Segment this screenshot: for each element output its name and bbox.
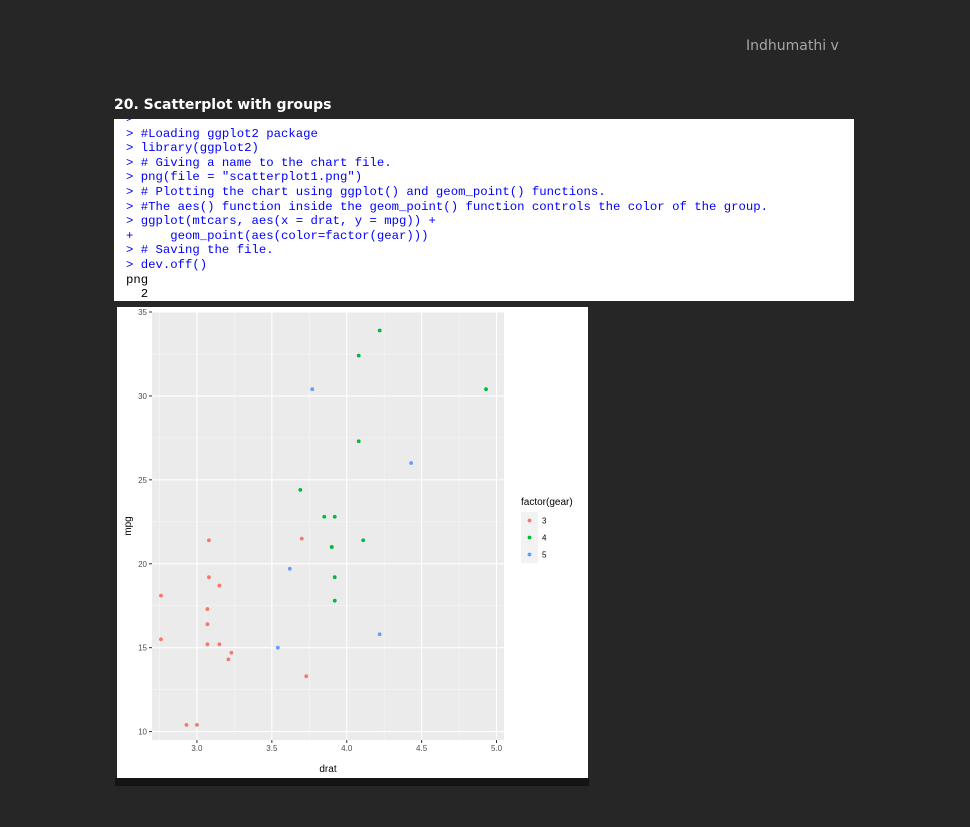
console-input-line: > #The aes() function inside the geom_po…: [126, 199, 769, 214]
console-input-line: > dev.off(): [126, 257, 208, 272]
data-point-gear-3: [229, 650, 234, 655]
data-point-gear-4: [356, 353, 361, 358]
chart-shadow: [115, 778, 589, 786]
x-tick-label: 4.5: [416, 744, 428, 753]
legend-swatch: [527, 518, 532, 523]
data-point-gear-3: [299, 536, 304, 541]
data-point-gear-4: [332, 514, 337, 519]
data-point-gear-4: [298, 488, 303, 492]
data-point-gear-3: [159, 637, 163, 642]
data-point-gear-3: [195, 722, 199, 727]
y-tick-label: 35: [138, 308, 147, 317]
data-point-gear-5: [377, 632, 382, 637]
data-point-gear-5: [287, 566, 292, 571]
legend-label: 3: [542, 517, 547, 526]
console-text: > > #Loading ggplot2 package > library(ggp…: [114, 119, 854, 301]
legend-label: 4: [542, 534, 547, 543]
console-input-line: + geom_point(aes(color=factor(gear))): [126, 228, 429, 243]
grid-lines: [152, 311, 504, 740]
legend-title: factor(gear): [521, 497, 573, 508]
legend-swatch: [527, 535, 532, 540]
legend-swatch: [527, 552, 532, 557]
axis-ticks: 3.0 3.5 4.0 4.5 5.0 10 15 20 25 30 35: [138, 308, 503, 753]
r-console-output: > > #Loading ggplot2 package > library(ggp…: [114, 119, 854, 301]
data-point-gear-3: [159, 593, 163, 598]
data-point-gear-3: [205, 622, 210, 627]
legend-label: 5: [542, 551, 547, 560]
data-point-gear-3: [304, 674, 309, 679]
y-tick-label: 25: [138, 476, 147, 485]
console-output-line: 2: [126, 287, 149, 301]
data-point-gear-4: [356, 439, 361, 444]
data-point-gear-4: [361, 538, 366, 543]
legend: factor(gear) 3 4 5: [521, 497, 573, 563]
console-input-line: > library(ggplot2): [126, 141, 259, 156]
console-input-line: > # Saving the file.: [126, 243, 274, 258]
data-point-gear-3: [207, 575, 211, 580]
data-point-gear-4: [484, 387, 488, 392]
data-point-gear-3: [207, 538, 211, 543]
console-input-line: > ggplot(mtcars, aes(x = drat, y = mpg))…: [126, 214, 436, 229]
console-input-line: > #Loading ggplot2 package: [126, 126, 318, 141]
data-point-gear-4: [332, 575, 337, 580]
data-point-gear-5: [275, 645, 280, 650]
data-points: [159, 328, 488, 727]
author-name: Indhumathi v: [746, 38, 839, 54]
scatter-chart: 3.0 3.5 4.0 4.5 5.0 10 15 20 25 30 35 drat mpg fac…: [117, 307, 588, 778]
y-tick-label: 30: [138, 392, 147, 401]
x-tick-label: 4.0: [341, 744, 353, 753]
data-point-gear-5: [310, 387, 315, 392]
console-input-line: > # Plotting the chart using ggplot() an…: [126, 184, 606, 199]
data-point-gear-4: [329, 545, 334, 549]
data-point-gear-3: [217, 642, 222, 647]
data-point-gear-4: [322, 514, 327, 519]
x-axis-label: drat: [319, 764, 336, 775]
console-input-line: > png(file = "scatterplot1.png"): [126, 170, 363, 185]
y-tick-label: 15: [138, 644, 147, 653]
y-axis-label: mpg: [123, 516, 134, 535]
x-tick-label: 3.0: [191, 744, 203, 753]
data-point-gear-3: [226, 657, 231, 662]
data-point-gear-4: [377, 328, 382, 333]
x-tick-label: 5.0: [491, 744, 503, 753]
data-point-gear-3: [205, 642, 210, 647]
y-tick-label: 10: [138, 728, 147, 737]
x-tick-label: 3.5: [266, 744, 278, 753]
section-title: 20. Scatterplot with groups: [114, 97, 332, 113]
data-point-gear-4: [332, 598, 337, 603]
data-point-gear-3: [217, 583, 222, 588]
console-output-line: png: [126, 272, 149, 287]
plot-panel: [152, 312, 504, 740]
console-input-line: >: [126, 119, 134, 126]
y-tick-label: 20: [138, 560, 147, 569]
data-point-gear-3: [205, 607, 210, 611]
data-point-gear-3: [184, 722, 189, 727]
console-input-line: > # Giving a name to the chart file.: [126, 155, 392, 170]
data-point-gear-5: [409, 461, 414, 465]
